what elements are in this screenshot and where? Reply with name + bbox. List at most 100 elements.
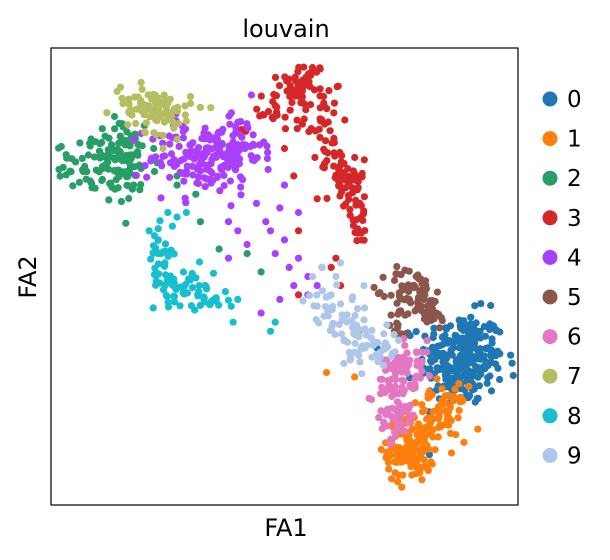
legend-item-4: 4 xyxy=(542,245,582,271)
data-point xyxy=(154,236,162,244)
data-point xyxy=(273,111,281,119)
data-point xyxy=(391,469,399,477)
data-point xyxy=(401,341,409,349)
series-7 xyxy=(103,78,215,153)
data-point xyxy=(388,375,396,383)
data-point xyxy=(205,135,213,143)
data-point xyxy=(186,141,194,149)
data-point xyxy=(164,108,172,116)
data-point xyxy=(181,102,189,110)
data-point xyxy=(327,263,335,271)
data-point xyxy=(406,436,414,445)
data-point xyxy=(276,295,284,303)
data-point xyxy=(394,399,403,407)
data-point xyxy=(398,483,406,491)
data-point xyxy=(349,167,358,175)
data-point xyxy=(359,210,368,218)
data-point xyxy=(124,95,133,103)
data-point xyxy=(426,372,434,380)
data-point xyxy=(130,136,138,144)
data-point xyxy=(199,160,207,168)
data-point xyxy=(403,369,411,377)
data-point xyxy=(194,173,202,181)
data-point xyxy=(393,263,401,271)
data-point xyxy=(359,216,367,225)
data-point xyxy=(189,171,197,179)
data-point xyxy=(336,181,344,189)
data-point xyxy=(401,449,409,458)
data-point xyxy=(142,101,150,109)
data-point xyxy=(141,129,149,137)
data-point xyxy=(388,404,396,412)
data-point xyxy=(234,295,242,303)
data-point xyxy=(198,134,206,143)
data-point xyxy=(143,173,151,181)
data-point xyxy=(188,284,197,292)
data-point xyxy=(327,326,336,334)
data-point xyxy=(417,429,425,437)
data-point xyxy=(269,97,277,106)
data-point xyxy=(300,100,308,108)
data-point xyxy=(179,134,187,142)
data-point xyxy=(220,161,228,170)
data-point xyxy=(405,417,413,425)
data-point xyxy=(76,139,84,147)
data-point xyxy=(187,99,195,108)
legend-label: 7 xyxy=(567,364,582,390)
data-point xyxy=(408,425,416,433)
data-point xyxy=(280,181,289,189)
data-point xyxy=(280,144,289,153)
data-point xyxy=(175,142,183,150)
data-point xyxy=(358,169,366,178)
data-point xyxy=(144,91,152,99)
data-point xyxy=(138,85,146,93)
data-point xyxy=(492,360,500,368)
data-point xyxy=(421,277,430,285)
data-point xyxy=(147,255,155,263)
data-point xyxy=(142,119,150,127)
data-point xyxy=(161,240,170,248)
data-point xyxy=(451,385,459,393)
data-point xyxy=(91,138,100,146)
data-point xyxy=(401,311,409,319)
data-point xyxy=(435,324,444,332)
data-point xyxy=(423,318,431,326)
data-point xyxy=(319,92,328,100)
data-point xyxy=(257,268,265,276)
data-point xyxy=(145,227,153,235)
data-point xyxy=(354,351,363,359)
data-point xyxy=(358,370,366,378)
data-point xyxy=(487,387,496,395)
y-axis-label: FA2 xyxy=(14,255,42,298)
data-point xyxy=(463,377,471,385)
data-point xyxy=(117,197,125,206)
legend-item-7: 7 xyxy=(542,364,582,390)
data-point xyxy=(418,348,426,356)
legend-label: 8 xyxy=(567,404,582,430)
data-point xyxy=(300,115,308,123)
data-point xyxy=(368,326,376,335)
data-point xyxy=(459,397,467,405)
data-point xyxy=(487,301,495,310)
data-point xyxy=(455,406,463,415)
data-point xyxy=(234,227,242,235)
data-point xyxy=(159,139,167,147)
data-point xyxy=(137,78,145,87)
data-point xyxy=(310,86,319,94)
data-point xyxy=(149,304,157,312)
data-point xyxy=(295,63,303,71)
data-point xyxy=(468,358,476,367)
data-point xyxy=(266,327,275,335)
data-point xyxy=(163,116,171,124)
data-point xyxy=(433,375,441,383)
data-point xyxy=(376,348,384,356)
data-point xyxy=(433,288,441,296)
data-point xyxy=(196,103,204,111)
data-point xyxy=(116,139,124,147)
data-point xyxy=(179,268,187,276)
data-point xyxy=(159,131,167,139)
data-point xyxy=(281,113,289,121)
data-point xyxy=(126,164,134,172)
data-point xyxy=(316,115,324,123)
data-point xyxy=(462,358,470,366)
